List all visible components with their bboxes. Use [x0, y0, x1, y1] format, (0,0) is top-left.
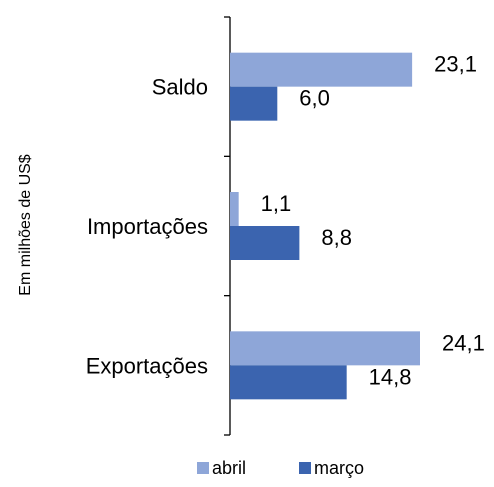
bar-março — [230, 86, 278, 121]
labels-layer: Saldo 23,1 6,0 Importações 1,1 8,8 Exportações… — [86, 52, 485, 390]
category-label: Exportações — [86, 353, 208, 378]
data-label: 6,0 — [299, 86, 330, 111]
data-label: 23,1 — [434, 52, 477, 77]
legend: abril março — [197, 458, 364, 478]
bar-abril — [230, 331, 420, 366]
data-label: 14,8 — [369, 364, 412, 389]
category-label: Importações — [87, 214, 208, 239]
legend-label: abril — [212, 458, 246, 478]
bar-março — [230, 226, 300, 260]
legend-label: março — [314, 458, 364, 478]
bars-layer — [230, 52, 420, 400]
data-label: 8,8 — [321, 225, 352, 250]
bar-abril — [230, 52, 413, 87]
bar-março — [230, 365, 347, 400]
bar-abril — [230, 192, 239, 226]
y-axis-label: Em milhões de US$ — [17, 154, 34, 295]
legend-swatch-março — [299, 462, 311, 474]
axis-layer — [224, 16, 231, 436]
data-label: 24,1 — [442, 330, 485, 355]
legend-swatch-abril — [197, 462, 209, 474]
category-label: Saldo — [152, 75, 208, 100]
data-label: 1,1 — [261, 191, 292, 216]
